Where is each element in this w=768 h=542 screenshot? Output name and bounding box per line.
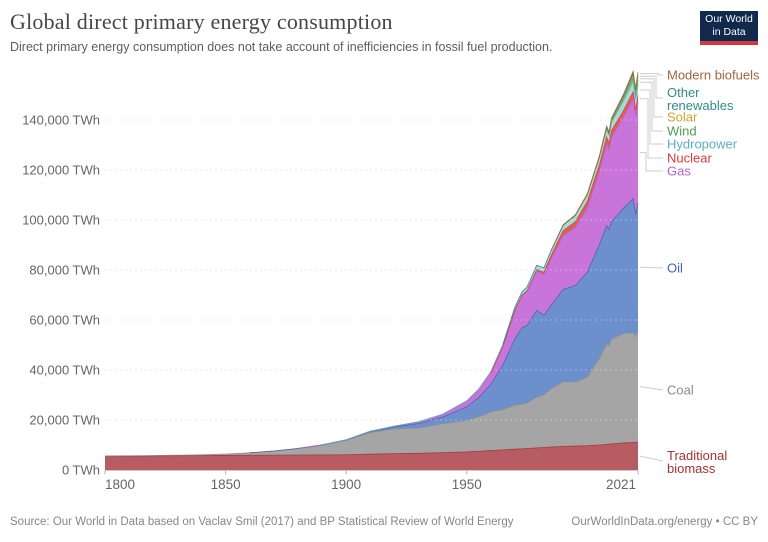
legend-label-other-renewables-line2[interactable]: renewables	[667, 98, 734, 113]
legend-label-oil[interactable]: Oil	[667, 261, 683, 276]
page-title: Global direct primary energy consumption	[10, 9, 393, 34]
legend-label-hydropower[interactable]: Hydropower	[667, 137, 738, 152]
legend-label-coal[interactable]: Coal	[667, 383, 694, 398]
area-traditional-biomass[interactable]	[105, 442, 638, 470]
y-tick-label: 100,000 TWh	[22, 213, 100, 228]
legend-connector-oil	[639, 266, 664, 269]
legend-label-modern-biofuels[interactable]: Modern biofuels	[667, 68, 760, 83]
area-outline-coal	[104, 330, 639, 457]
legend-connector-modern-biofuels	[640, 73, 663, 76]
legend-label-gas[interactable]: Gas	[667, 164, 691, 179]
area-outline-traditional-biomass	[104, 441, 639, 457]
legend-connector-coal	[639, 386, 664, 391]
area-coal[interactable]	[105, 331, 638, 457]
legend-connector-traditional-biomass	[639, 455, 664, 462]
y-tick-label: 0 TWh	[62, 463, 100, 478]
x-tick-label: 2021	[606, 477, 636, 492]
area-outline-modern-biofuels	[550, 69, 639, 251]
page-subtitle: Direct primary energy consumption does n…	[10, 40, 553, 54]
legend-label-traditional-biomass[interactable]: Traditional	[667, 448, 727, 463]
legend-label-nuclear[interactable]: Nuclear	[667, 151, 712, 166]
y-tick-label: 20,000 TWh	[29, 413, 100, 428]
y-tick-label: 40,000 TWh	[29, 363, 100, 378]
x-tick-label: 1800	[105, 477, 135, 492]
y-tick-label: 140,000 TWh	[22, 113, 100, 128]
source-note: Source: Our World in Data based on Vacla…	[10, 516, 514, 528]
legend-label-wind[interactable]: Wind	[667, 124, 697, 139]
x-tick-label: 1950	[452, 477, 482, 492]
area-oil[interactable]	[105, 198, 638, 456]
x-tick-label: 1900	[331, 477, 361, 492]
y-tick-label: 120,000 TWh	[22, 163, 100, 178]
legend-connector-gas	[640, 152, 663, 172]
credit-link[interactable]: OurWorldInData.org/energy • CC BY	[571, 516, 758, 528]
legend-connector-nuclear	[640, 98, 663, 159]
area-outline-nuclear	[490, 90, 639, 374]
legend-connector-solar	[640, 78, 663, 118]
owid-logo-line2: in Data	[712, 26, 746, 38]
y-tick-label: 60,000 TWh	[29, 313, 100, 328]
legend-label-solar[interactable]: Solar	[667, 110, 698, 125]
y-tick-label: 80,000 TWh	[29, 263, 100, 278]
x-tick-label: 1850	[211, 477, 241, 492]
legend-label-other-renewables[interactable]: Other	[667, 85, 700, 100]
owid-logo[interactable]: Our World in Data	[700, 11, 758, 45]
legend-label-traditional-biomass-line2[interactable]: biomass	[667, 461, 716, 476]
owid-logo-line1: Our World	[705, 13, 753, 25]
legend-connector-hydropower	[640, 89, 663, 145]
legend-connector-other-renewables	[640, 75, 663, 99]
legend-connector-wind	[640, 81, 663, 132]
